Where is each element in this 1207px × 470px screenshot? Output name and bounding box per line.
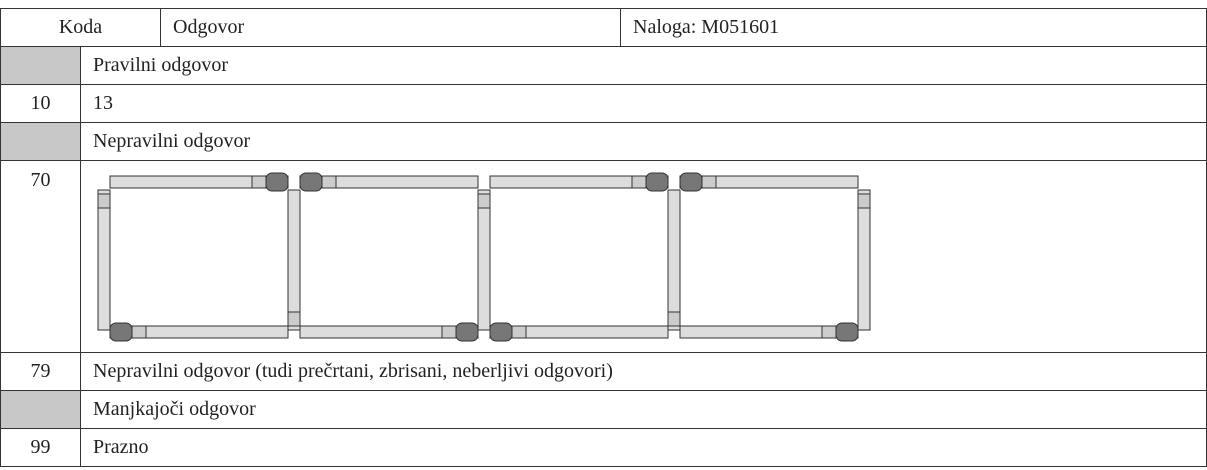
matchstick [857, 189, 871, 331]
matchstick [97, 189, 111, 331]
matchstick [679, 172, 703, 192]
matchstick [477, 193, 491, 209]
matchstick [321, 175, 337, 189]
matchstick [701, 175, 717, 189]
matchstick [667, 189, 681, 331]
matchstick [441, 325, 457, 339]
matchstick [265, 172, 289, 192]
matchstick [131, 325, 147, 339]
matchstick [511, 325, 527, 339]
matchstick [835, 322, 859, 342]
matchstick [821, 325, 837, 339]
matchstick [631, 175, 647, 189]
matchstick [667, 311, 681, 327]
matchstick [857, 193, 871, 209]
matchstick [299, 172, 323, 192]
matchstick [287, 311, 301, 327]
matchstick [477, 189, 491, 331]
matchstick [251, 175, 267, 189]
matchstick [97, 193, 111, 209]
matchstick [489, 322, 513, 342]
matchstick [109, 322, 133, 342]
matchstick [645, 172, 669, 192]
matchstick [287, 189, 301, 331]
matchstick [455, 322, 479, 342]
